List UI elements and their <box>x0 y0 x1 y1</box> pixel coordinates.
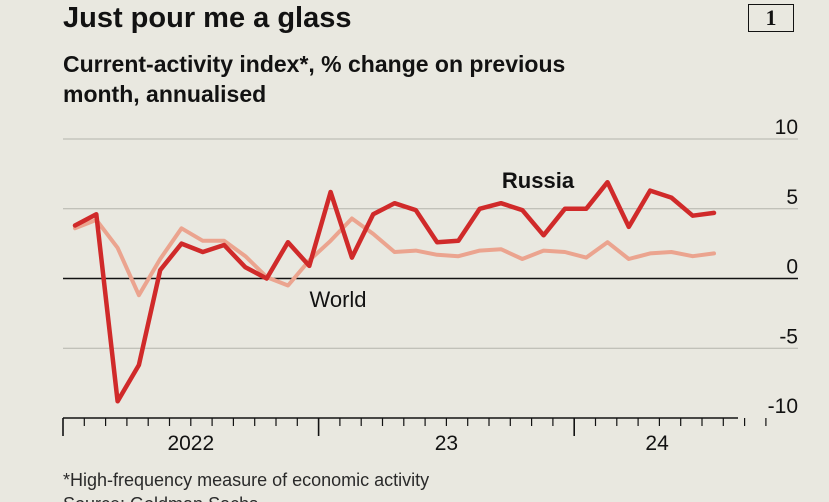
chart-title: Just pour me a glass <box>63 2 352 34</box>
data-series <box>72 179 717 404</box>
y-axis-tick-labels: 10 5 0 -5 -10 <box>768 116 798 418</box>
series-label-world: World <box>309 287 366 312</box>
gridlines <box>63 138 798 349</box>
footnote-text: *High-frequency measure of economic acti… <box>63 470 430 490</box>
x-tick-label: 2022 <box>167 432 214 455</box>
chart-footnote: *High-frequency measure of economic acti… <box>63 468 429 502</box>
chart-subtitle: Current-activity index*, % change on pre… <box>63 51 566 107</box>
series-line-world <box>73 216 716 298</box>
series-labels: Russia World <box>309 168 574 312</box>
source-text: Source: Goldman Sachs <box>63 492 429 502</box>
x-tick-label: 24 <box>645 432 669 455</box>
x-tick-label: 23 <box>435 432 458 455</box>
y-tick-label: 5 <box>786 186 798 209</box>
y-tick-label: 10 <box>775 116 798 139</box>
series-line-russia <box>72 179 717 404</box>
series-label-russia: Russia <box>502 168 575 193</box>
x-axis: 2022 23 24 <box>62 417 767 455</box>
y-tick-label: 0 <box>786 256 798 279</box>
y-tick-label: -10 <box>768 395 798 418</box>
y-tick-label: -5 <box>779 325 798 348</box>
chart-number-badge: 1 <box>748 4 794 32</box>
